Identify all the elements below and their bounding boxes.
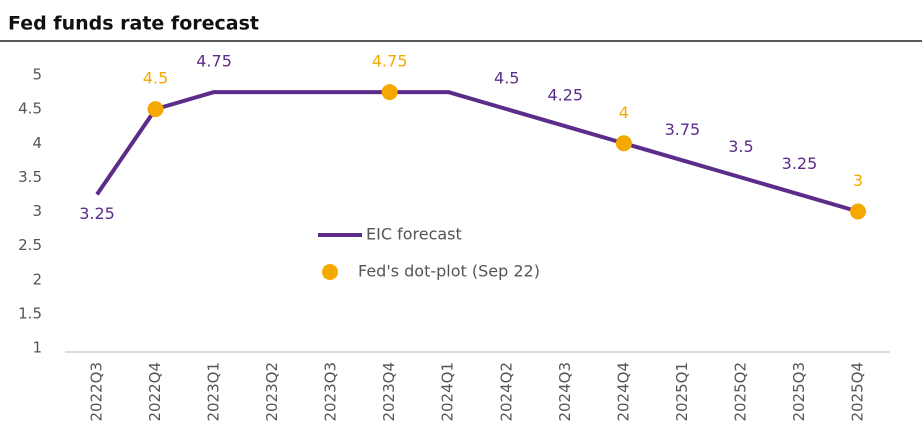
y-tick-label: 2: [32, 270, 42, 288]
x-tick-label: 2023Q4: [380, 362, 398, 422]
data-label: 4: [619, 103, 629, 122]
data-label: 3.25: [79, 204, 115, 223]
x-tick-label: 2024Q1: [439, 362, 457, 422]
y-tick-label: 4: [32, 134, 42, 152]
y-tick-label: 3: [32, 202, 42, 220]
data-label: 3.5: [728, 137, 753, 156]
legend-swatch: [322, 264, 338, 280]
x-tick-label: 2024Q4: [614, 362, 632, 422]
x-tick-label: 2022Q4: [146, 362, 164, 422]
data-label: 4.25: [547, 86, 583, 105]
y-tick-label: 2.5: [18, 236, 42, 254]
data-label: 3.75: [665, 120, 701, 139]
y-tick-label: 4.5: [18, 100, 42, 118]
x-tick-label: 2024Q3: [556, 362, 574, 422]
y-tick-label: 3.5: [18, 168, 42, 186]
y-tick-label: 1.5: [18, 304, 42, 322]
x-tick-label: 2025Q3: [790, 362, 808, 422]
x-tick-label: 2025Q1: [673, 362, 691, 422]
data-label: 4.75: [196, 52, 232, 71]
x-tick-label: 2023Q2: [263, 362, 281, 422]
y-tick-label: 5: [32, 66, 42, 84]
x-tick-label: 2025Q4: [849, 362, 867, 422]
line-series: [95, 90, 859, 214]
data-label: 4.5: [143, 69, 168, 88]
legend-label: Fed's dot-plot (Sep 22): [358, 262, 540, 281]
data-label: 4.75: [372, 52, 408, 71]
x-tick-label: 2025Q2: [731, 362, 749, 422]
x-tick-label: 2023Q1: [205, 362, 223, 422]
x-tick-label: 2023Q3: [322, 362, 340, 422]
data-label: 3.25: [782, 154, 818, 173]
x-tick-label: 2024Q2: [497, 362, 515, 422]
dot: [615, 135, 632, 152]
data-label: 4.5: [494, 69, 519, 88]
chart-title: Fed funds rate forecast: [8, 13, 259, 35]
y-tick-label: 1: [32, 339, 42, 357]
dot: [850, 203, 866, 220]
x-tick-label: 2022Q3: [88, 362, 106, 422]
legend-label: EIC forecast: [366, 225, 462, 244]
dot: [381, 84, 398, 101]
dot: [147, 101, 164, 118]
data-label: 3: [853, 171, 863, 190]
